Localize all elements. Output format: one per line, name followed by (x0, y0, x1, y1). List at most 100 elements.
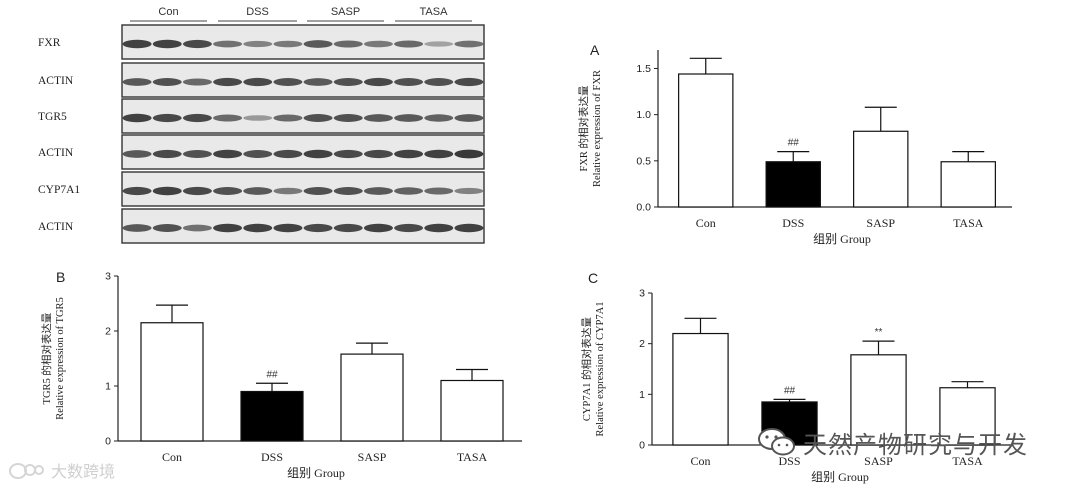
blot-band (182, 224, 212, 232)
blot-band (243, 150, 273, 158)
x-tick-label: TASA (457, 450, 488, 464)
bar-tasa (939, 387, 996, 446)
y-tick-label: 3 (105, 271, 111, 283)
blot-row-label: ACTIN (38, 221, 74, 233)
blot-band (182, 150, 212, 158)
blot-band (152, 78, 182, 86)
blot-band (182, 39, 212, 49)
y-tick-label: 2 (639, 338, 645, 350)
blot-group-label: SASP (331, 6, 360, 18)
blot-band (333, 223, 363, 233)
y-tick-label: 0 (639, 440, 645, 452)
bar-con (672, 332, 729, 446)
y-axis-label-en: Relative expression of CYP7A1 (595, 301, 606, 436)
blot-band (152, 186, 182, 196)
x-tick-label: SASP (866, 216, 895, 230)
blot-band (152, 149, 182, 159)
blot-band (243, 115, 273, 121)
blot-band (213, 40, 243, 48)
x-tick-label: DSS (778, 454, 800, 468)
blot-band (152, 224, 182, 232)
watermark-right: 天然产物研究与开发 (757, 425, 1028, 459)
bar-dss (240, 390, 304, 442)
significance-mark: ## (784, 385, 796, 396)
x-tick-label: DSS (782, 216, 804, 230)
blot-band (394, 78, 424, 86)
blot-band (454, 40, 484, 48)
y-axis-label-en: Relative expression of FXR (592, 70, 603, 187)
blot-band (394, 187, 424, 195)
blot-row-box (121, 208, 485, 244)
y-tick-label: 1.5 (636, 63, 651, 75)
blot-band (333, 114, 363, 122)
y-tick-label: 2 (105, 326, 111, 338)
x-tick-label: DSS (261, 450, 283, 464)
blot-band (363, 77, 393, 87)
blot-row-label: CYP7A1 (38, 184, 80, 196)
blot-band (303, 223, 333, 233)
blot-band (303, 149, 333, 159)
y-tick-label: 0 (105, 436, 111, 448)
x-tick-label: TASA (953, 216, 984, 230)
blot-band (213, 223, 243, 233)
blot-band (213, 77, 243, 87)
blot-row-box (121, 171, 485, 207)
blot-band (363, 187, 393, 195)
blot-row-label: TGR5 (38, 111, 67, 123)
y-tick-label: 3 (639, 288, 645, 300)
blot-band (454, 187, 484, 195)
blot-band (454, 149, 484, 159)
blot-band (394, 114, 424, 122)
panel-letter: C (588, 270, 598, 286)
blot-band (273, 114, 303, 122)
blot-band (424, 223, 454, 233)
blot-group-label: Con (158, 6, 178, 18)
western-blot: Con DSS SASP TASA FXR ACTIN TGR5 ACTIN CYP7A1 ACT… (38, 6, 485, 244)
blot-band (333, 40, 363, 48)
blot-row-box (121, 62, 485, 98)
y-tick-label: 0.5 (636, 155, 651, 167)
watermark-right-text: 天然产物研究与开发 (803, 430, 1028, 459)
blot-band (152, 39, 182, 49)
x-axis-label: 组别 Group (811, 470, 869, 484)
blot-band (333, 78, 363, 86)
blot-band (213, 187, 243, 195)
blot-band (333, 149, 363, 159)
blot-band (303, 114, 333, 122)
y-tick-label: 0.0 (636, 202, 651, 214)
x-tick-label: TASA (952, 454, 983, 468)
blot-band (303, 40, 333, 48)
y-axis-label-en: Relative expression of TGR5 (55, 297, 66, 420)
blot-band (243, 187, 273, 195)
blot-band (454, 223, 484, 233)
blot-band (363, 114, 393, 122)
blot-band (122, 186, 152, 196)
blot-band (303, 187, 333, 195)
blot-band (273, 149, 303, 159)
blot-row-box (121, 24, 485, 60)
blot-band (213, 149, 243, 159)
x-tick-label: SASP (864, 454, 893, 468)
blot-band (152, 113, 182, 123)
blot-band (122, 39, 152, 49)
y-tick-label: 1 (639, 389, 645, 401)
significance-mark: ## (788, 138, 800, 149)
blot-band (243, 40, 273, 48)
wechat-icon (758, 428, 795, 456)
blot-band (122, 224, 152, 232)
significance-mark: ** (875, 327, 883, 338)
blot-band (243, 223, 273, 233)
y-axis-label-cn: FXR 的相对表达量 (577, 85, 590, 172)
blot-band (122, 150, 152, 158)
bar-con (678, 73, 734, 208)
blot-band (363, 149, 393, 159)
blot-band (424, 149, 454, 159)
watermark-left-text: 大数跨境 (51, 462, 116, 481)
blot-row-label: ACTIN (38, 75, 74, 87)
blot-group-label: DSS (246, 6, 269, 18)
blot-row-label: FXR (38, 37, 61, 49)
x-tick-label: Con (162, 450, 182, 464)
blot-band (122, 78, 152, 86)
